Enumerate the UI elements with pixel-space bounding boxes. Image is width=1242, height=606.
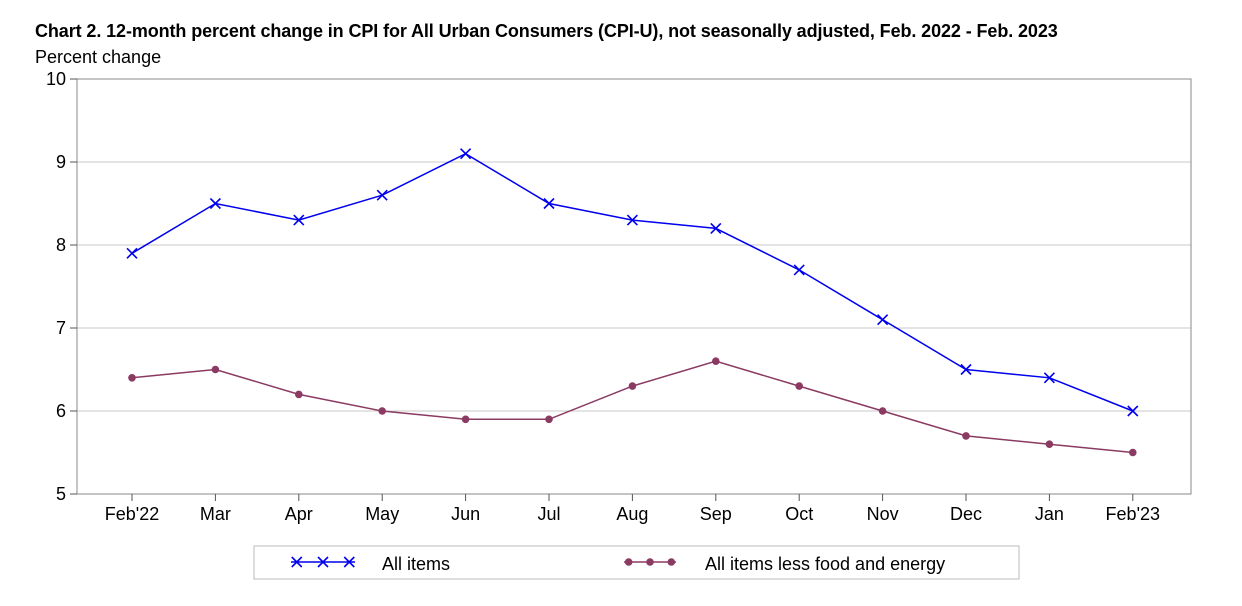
legend-marker (291, 556, 303, 568)
data-point (128, 374, 136, 382)
x-tick-label: Feb'23 (1106, 504, 1160, 524)
y-tick-label: 10 (46, 69, 66, 89)
data-point (712, 357, 720, 366)
data-point (1127, 405, 1139, 417)
legend-marker (667, 558, 676, 566)
x-tick-label: Feb'22 (105, 504, 159, 524)
data-point (878, 407, 887, 415)
y-tick-label: 5 (56, 484, 66, 504)
chart-title: Chart 2. 12-month percent change in CPI … (35, 21, 1058, 41)
x-tick-label: Nov (867, 504, 899, 524)
gridlines (77, 161, 1191, 412)
y-tick-label: 6 (56, 401, 66, 421)
data-point (1043, 372, 1055, 384)
series-line (131, 152, 1134, 412)
x-tick-label: May (365, 504, 399, 524)
y-axis-label: Percent change (35, 47, 162, 67)
data-point (626, 214, 638, 226)
data-point (628, 382, 637, 390)
x-tick-label: Oct (785, 504, 813, 524)
data-point (793, 264, 805, 276)
y-tick-label: 7 (56, 318, 66, 338)
data-point (795, 382, 803, 390)
x-tick-label: Jan (1035, 504, 1064, 524)
x-tick-label: Jun (451, 504, 480, 524)
data-point (545, 415, 553, 424)
legend-marker (317, 556, 329, 568)
legend-label: All items less food and energy (705, 554, 945, 574)
data-point (293, 214, 305, 226)
series-lines (126, 148, 1139, 457)
x-tick-label: Sep (700, 504, 732, 524)
legend-marker (624, 558, 633, 566)
data-point (209, 197, 221, 210)
x-tick-label: Aug (616, 504, 648, 524)
series-1 (126, 148, 1139, 417)
legend: All items All items less food and energy (253, 545, 1020, 580)
data-point (960, 363, 972, 376)
data-point (1045, 440, 1054, 449)
data-point (543, 197, 555, 210)
legend-marker (343, 556, 355, 568)
y-tick-label: 8 (56, 235, 66, 255)
x-tick-label: Mar (200, 504, 231, 524)
legend-marker (646, 558, 654, 566)
series-line (131, 360, 1133, 454)
data-point (211, 365, 220, 374)
legend-item: All items (291, 554, 450, 574)
y-axis-ticks: 5 6 7 8 9 10 (46, 69, 77, 504)
y-tick-label: 9 (56, 152, 66, 172)
data-point (962, 432, 970, 440)
x-tick-label: Jul (537, 504, 560, 524)
legend-item: All items less food and energy (624, 554, 945, 574)
data-point (295, 390, 303, 399)
x-tick-label: Dec (950, 504, 982, 524)
data-point (461, 415, 470, 424)
data-point (460, 148, 472, 160)
data-point (378, 407, 387, 415)
series-2 (128, 357, 1137, 457)
x-tick-label: Apr (285, 504, 313, 524)
legend-label: All items (382, 554, 450, 574)
data-point (710, 222, 722, 234)
data-point (877, 314, 889, 326)
plot-area-frame (76, 78, 1192, 495)
x-axis-ticks: Feb'22 Mar Apr May Jun Jul Aug Sep Oct Nov Dec Jan F… (105, 494, 1160, 524)
data-point (376, 189, 388, 201)
data-point (126, 247, 138, 259)
data-point (1129, 448, 1137, 457)
